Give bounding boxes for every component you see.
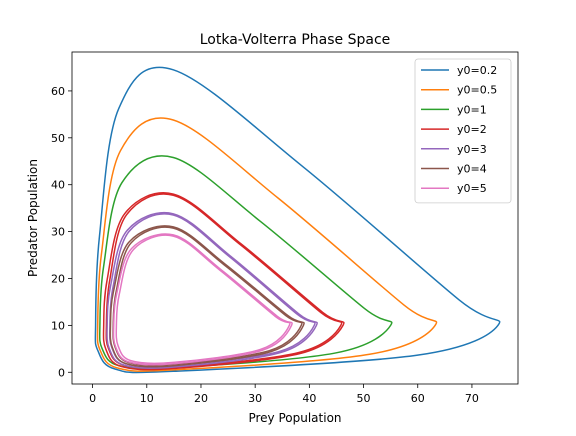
y-tick-label: 40 (51, 179, 65, 192)
y-tick-label: 0 (58, 366, 65, 379)
y-tick-label: 20 (51, 272, 65, 285)
y-tick-label: 60 (51, 85, 65, 98)
legend-label: y0=4 (457, 163, 487, 176)
x-tick-label: 60 (411, 392, 425, 405)
x-tick-label: 30 (248, 392, 262, 405)
legend-label: y0=3 (457, 143, 487, 156)
y-axis-label: Predator Population (26, 159, 40, 277)
y-tick-label: 10 (51, 319, 65, 332)
series-line-pass (115, 234, 291, 365)
legend-label: y0=0.5 (457, 84, 497, 97)
x-tick-label: 50 (357, 392, 371, 405)
plot-frame (71, 51, 519, 385)
chart-title: Lotka-Volterra Phase Space (200, 32, 391, 48)
series-line (94, 66, 501, 374)
series-curves (94, 66, 501, 374)
series-1 (96, 117, 438, 372)
axes: 0 10 20 30 40 50 60 70 0 10 20 30 40 50 60 (51, 51, 519, 405)
x-tick-label: 70 (465, 392, 479, 405)
legend-label: y0=1 (457, 103, 487, 116)
legend-label: y0=5 (457, 182, 487, 195)
y-tick-label: 30 (51, 226, 65, 239)
series-line (112, 233, 293, 366)
series-0 (94, 66, 501, 374)
legend-box (414, 58, 512, 204)
x-tick-label: 40 (302, 392, 316, 405)
x-tick-label: 0 (89, 392, 96, 405)
x-axis-label: Prey Population (248, 411, 341, 425)
series-6 (112, 233, 293, 366)
legend: y0=0.2 y0=0.5 y0=1 y0=2 y0=3 y0=4 y0=5 (414, 58, 512, 204)
legend-label: y0=2 (457, 123, 487, 136)
series-line (96, 117, 438, 372)
y-tick-label: 50 (51, 132, 65, 145)
x-tick-label: 10 (140, 392, 154, 405)
x-tick-label: 20 (194, 392, 208, 405)
legend-label: y0=0.2 (457, 64, 497, 77)
